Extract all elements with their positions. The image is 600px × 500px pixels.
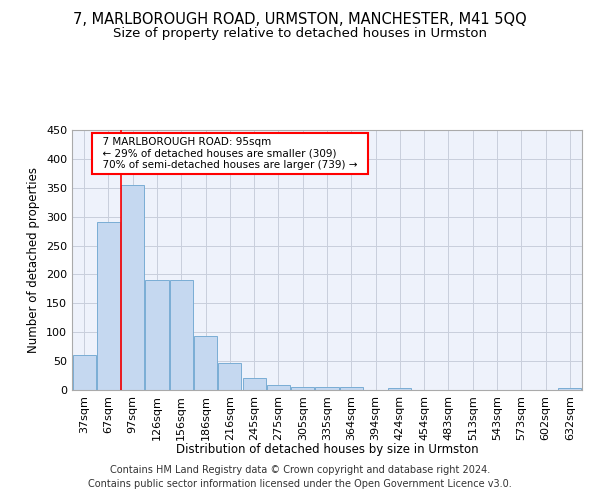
- Y-axis label: Number of detached properties: Number of detached properties: [28, 167, 40, 353]
- Bar: [218, 363, 241, 390]
- Text: 7 MARLBOROUGH ROAD: 95sqm
  ← 29% of detached houses are smaller (309)
  70% of : 7 MARLBOROUGH ROAD: 95sqm ← 29% of detac…: [96, 137, 364, 170]
- Text: Contains HM Land Registry data © Crown copyright and database right 2024.
Contai: Contains HM Land Registry data © Crown c…: [88, 465, 512, 489]
- Bar: [194, 336, 217, 390]
- Bar: [559, 388, 581, 390]
- Bar: [316, 387, 338, 390]
- Bar: [340, 387, 363, 390]
- Text: Distribution of detached houses by size in Urmston: Distribution of detached houses by size …: [176, 442, 478, 456]
- Bar: [170, 280, 193, 390]
- Bar: [267, 385, 290, 390]
- Text: 7, MARLBOROUGH ROAD, URMSTON, MANCHESTER, M41 5QQ: 7, MARLBOROUGH ROAD, URMSTON, MANCHESTER…: [73, 12, 527, 28]
- Bar: [73, 356, 95, 390]
- Bar: [121, 185, 144, 390]
- Bar: [242, 378, 266, 390]
- Bar: [97, 222, 120, 390]
- Bar: [145, 280, 169, 390]
- Bar: [291, 387, 314, 390]
- Text: Size of property relative to detached houses in Urmston: Size of property relative to detached ho…: [113, 28, 487, 40]
- Bar: [388, 388, 412, 390]
